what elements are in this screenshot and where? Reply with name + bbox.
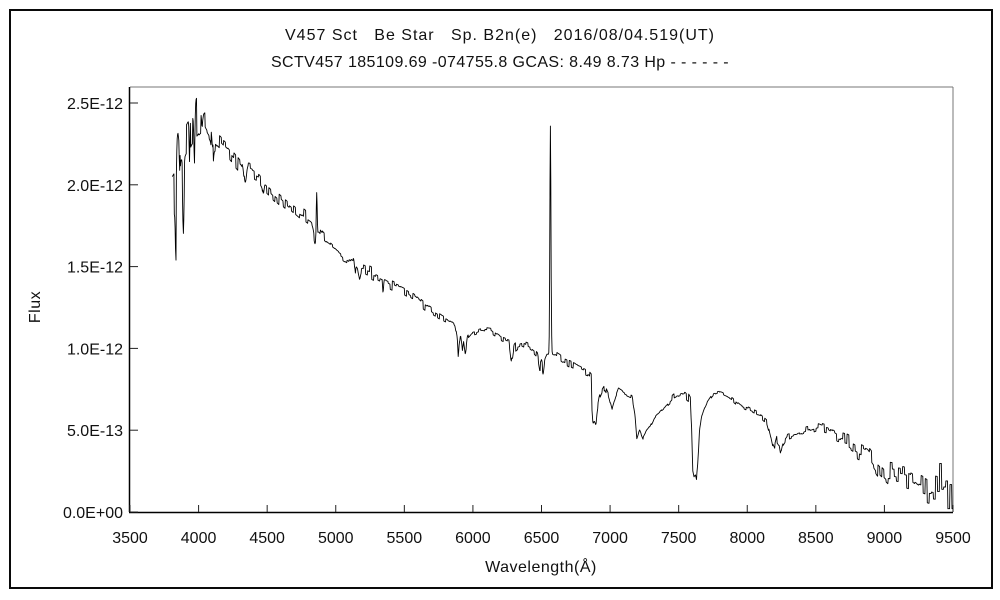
x-tick-label: 9000 — [867, 530, 903, 547]
x-tick-label: 7000 — [592, 530, 628, 547]
y-tick-label: 1.0E-12 — [67, 341, 123, 358]
x-tick-label: 7500 — [661, 530, 697, 547]
x-tick-label: 6500 — [524, 530, 560, 547]
x-tick-label: 5000 — [318, 530, 354, 547]
y-tick-label: 2.5E-12 — [67, 96, 123, 113]
x-tick-label: 8500 — [798, 530, 834, 547]
y-axis-label: Flux — [27, 291, 44, 323]
chart-subtitle: SCTV457 185109.69 -074755.8 GCAS: 8.49 8… — [270, 54, 730, 71]
y-tick-label: 5.0E-13 — [67, 423, 123, 440]
y-tick-label: 0.0E+00 — [63, 505, 123, 522]
y-tick-label: 1.5E-12 — [67, 260, 123, 277]
x-tick-label: 6000 — [455, 530, 491, 547]
spectrum-line — [171, 97, 953, 510]
x-axis-label: Wavelength(Å) — [485, 557, 597, 576]
x-tick-label: 8000 — [729, 530, 765, 547]
figure-border — [9, 9, 993, 589]
x-tick-label: 4500 — [249, 530, 285, 547]
x-tick-label: 3500 — [112, 530, 148, 547]
x-tick-label: 5500 — [387, 530, 423, 547]
y-tick-label: 2.0E-12 — [67, 178, 123, 195]
x-tick-label: 9500 — [935, 530, 971, 547]
chart-title: V457 Sct Be Star Sp. B2n(e) 2016/08/04.5… — [285, 27, 715, 44]
x-tick-label: 4000 — [181, 530, 217, 547]
plot-structure: 3500 4000 4500 5000 5500 6000 6500 7000 7500 8000… — [63, 86, 971, 547]
